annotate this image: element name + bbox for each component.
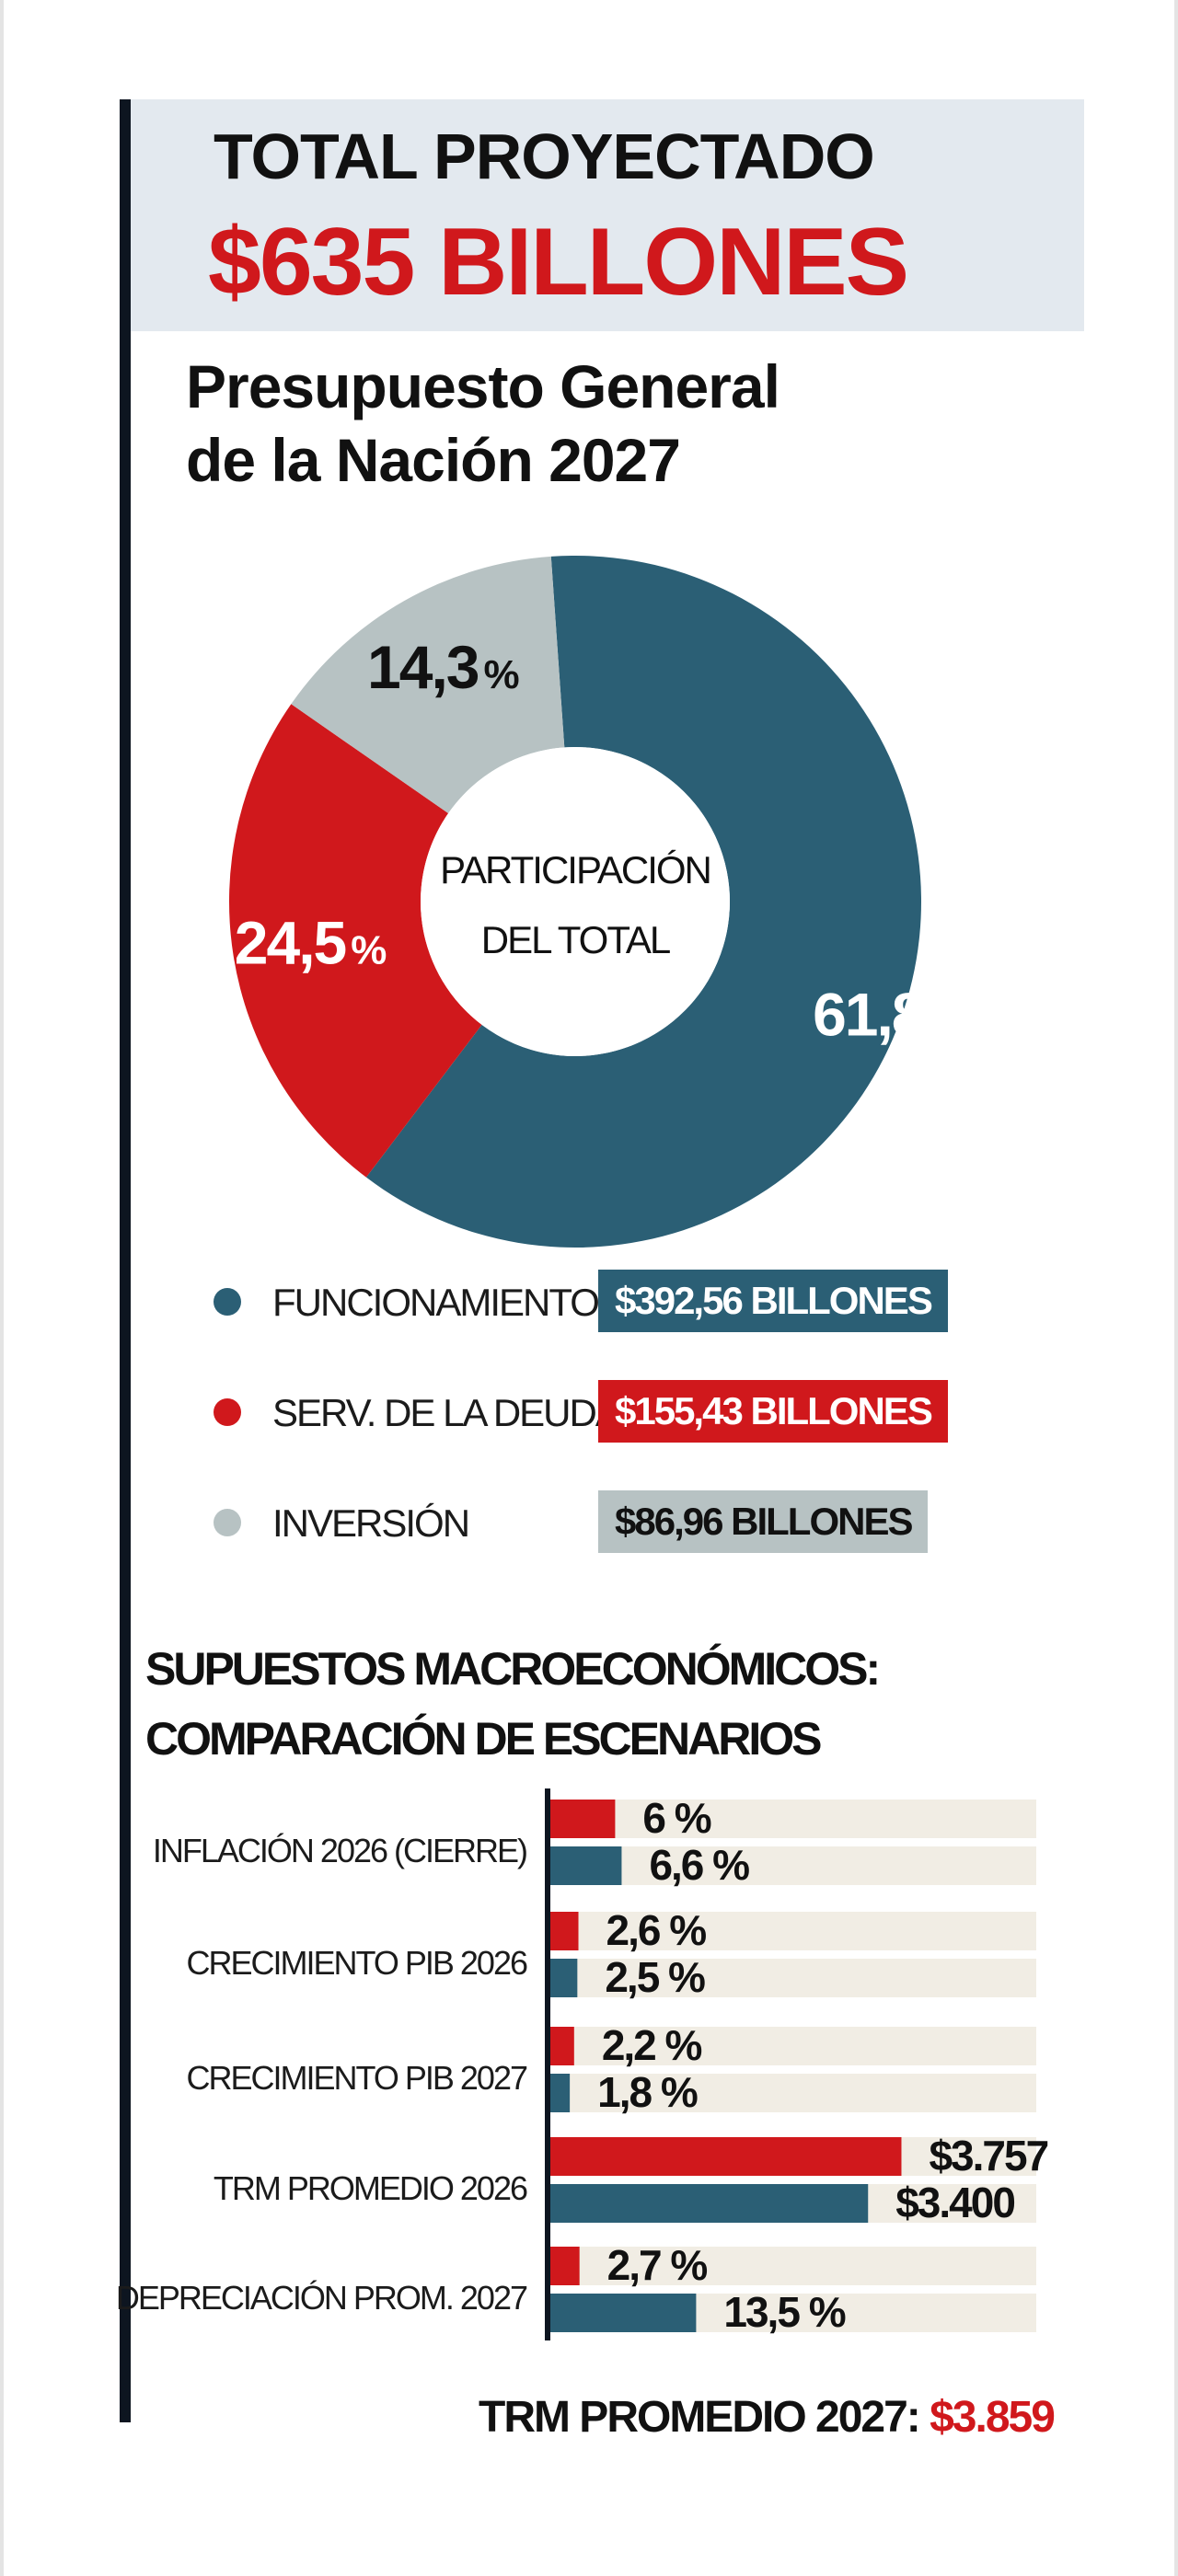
donut-label-serv-de-la-deuda: 24,5%: [235, 909, 386, 977]
bar-track-depreciacion-prom-2027-1: [550, 2247, 1036, 2285]
bar-value-crecimiento-pib-2026-1: 2,6 %: [606, 1906, 707, 1954]
bar-axis-line: [545, 1788, 550, 2340]
bar-crecimiento-pib-2026-2: [550, 1959, 578, 1997]
donut-slice-serv-de-la-deuda: [228, 704, 482, 1178]
chart-title: Presupuesto General de la Nación 2027: [186, 350, 1014, 497]
legend-label-inversion: INVERSIÓN: [272, 1501, 470, 1545]
bar-inflacion-2026-cierre-2: [550, 1846, 622, 1885]
bar-track-crecimiento-pib-2027-2: [550, 2074, 1036, 2112]
bar-category-crecimiento-pib-2026: CRECIMIENTO PIB 2026: [187, 1944, 527, 1982]
bar-inflacion-2026-cierre-1: [550, 1800, 616, 1838]
bar-crecimiento-pib-2027-1: [550, 2027, 574, 2065]
footer-note: TRM PROMEDIO 2027: $3.859: [479, 2392, 1056, 2443]
legend-row-inversion: INVERSIÓN $86,96 BILLONES: [214, 1490, 1042, 1555]
bar-trm-promedio-2026-1: [550, 2137, 902, 2176]
bar-category-trm-promedio-2026: TRM PROMEDIO 2026: [214, 2169, 527, 2207]
bar-track-inflacion-2026-cierre-1: [550, 1800, 1036, 1838]
macro-section-title: SUPUESTOS MACROECONÓMICOS: COMPARACIÓN D…: [145, 1634, 881, 1774]
legend-dot-inversion: [214, 1509, 241, 1536]
accent-rule: [120, 99, 131, 2422]
legend-dot-deuda: [214, 1398, 241, 1426]
bar-value-crecimiento-pib-2026-2: 2,5 %: [605, 1953, 705, 2001]
bar-track-inflacion-2026-cierre-2: [550, 1846, 1036, 1885]
legend-amount-inversion: $86,96 BILLONES: [598, 1490, 929, 1553]
legend-amount-funcionamiento: $392,56 BILLONES: [598, 1270, 948, 1332]
bar-category-crecimiento-pib-2027: CRECIMIENTO PIB 2027: [187, 2059, 527, 2097]
donut-label-inversion: 14,3%: [367, 633, 518, 701]
bar-track-crecimiento-pib-2027-1: [550, 2027, 1036, 2065]
bar-value-trm-promedio-2026-1: $3.757: [929, 2132, 1047, 2179]
bar-value-trm-promedio-2026-2: $3.400: [895, 2179, 1014, 2226]
frame-edge-left: [0, 0, 4, 2576]
legend-row-funcionamiento: FUNCIONAMIENTO $392,56 BILLONES: [214, 1270, 1042, 1334]
bar-value-inflacion-2026-cierre-2: 6,6 %: [649, 1841, 749, 1889]
bar-category-depreciacion-prom-2027: DEPRECIACIÓN PROM. 2027: [116, 2279, 527, 2317]
total-value: $635 BILLONES: [208, 209, 909, 316]
donut-chart: 61,8 % 24,5 % 14,3 % PARTICIPACIÓN DEL TOTAL: [228, 556, 964, 1248]
bar-crecimiento-pib-2027-2: [550, 2074, 571, 2112]
donut-label-funcionamiento: 61,8%: [813, 980, 964, 1048]
bar-value-depreciacion-prom-2027-2: 13,5 %: [723, 2288, 845, 2336]
macro-title-line-1: SUPUESTOS MACROECONÓMICOS:: [145, 1643, 881, 1695]
donut-center-label-2: DEL TOTAL: [481, 918, 670, 961]
legend-amount-deuda: $155,43 BILLONES: [598, 1380, 948, 1443]
bar-value-crecimiento-pib-2027-1: 2,2 %: [602, 2021, 702, 2069]
footer-label: TRM PROMEDIO 2027:: [479, 2393, 921, 2442]
bar-depreciacion-prom-2027-2: [550, 2294, 697, 2332]
footer-value: $3.859: [930, 2393, 1056, 2442]
donut-slice-funcionamiento: [365, 556, 922, 1248]
legend-dot-funcionamiento: [214, 1288, 241, 1316]
bar-category-inflacion-2026-cierre: INFLACIÓN 2026 (CIERRE): [153, 1832, 526, 1869]
macro-title-line-2: COMPARACIÓN DE ESCENARIOS: [145, 1713, 822, 1765]
donut-center-label-1: PARTICIPACIÓN: [440, 848, 710, 891]
bar-track-crecimiento-pib-2026-2: [550, 1959, 1036, 1997]
frame-edge-right: [1174, 0, 1178, 2576]
bar-value-depreciacion-prom-2027-1: 2,7 %: [607, 2241, 708, 2289]
legend-label-deuda: SERV. DE LA DEUDA: [272, 1391, 621, 1434]
bar-depreciacion-prom-2027-1: [550, 2247, 580, 2285]
bar-trm-promedio-2026-2: [550, 2184, 869, 2223]
donut-slice-inversion: [291, 556, 565, 814]
chart-title-line-1: Presupuesto General: [186, 352, 780, 420]
bar-track-crecimiento-pib-2026-1: [550, 1912, 1036, 1950]
total-header-panel: TOTAL PROYECTADO $635 BILLONES: [131, 99, 1084, 331]
legend-label-funcionamiento: FUNCIONAMIENTO: [272, 1281, 600, 1324]
legend-row-deuda: SERV. DE LA DEUDA $155,43 BILLONES: [214, 1380, 1042, 1444]
bar-value-inflacion-2026-cierre-1: 6 %: [642, 1794, 710, 1842]
donut-hole: [421, 747, 730, 1056]
total-label: TOTAL PROYECTADO: [214, 121, 875, 192]
bar-value-crecimiento-pib-2027-2: 1,8 %: [597, 2068, 698, 2116]
chart-title-line-2: de la Nación 2027: [186, 426, 681, 494]
bar-crecimiento-pib-2026-1: [550, 1912, 579, 1950]
